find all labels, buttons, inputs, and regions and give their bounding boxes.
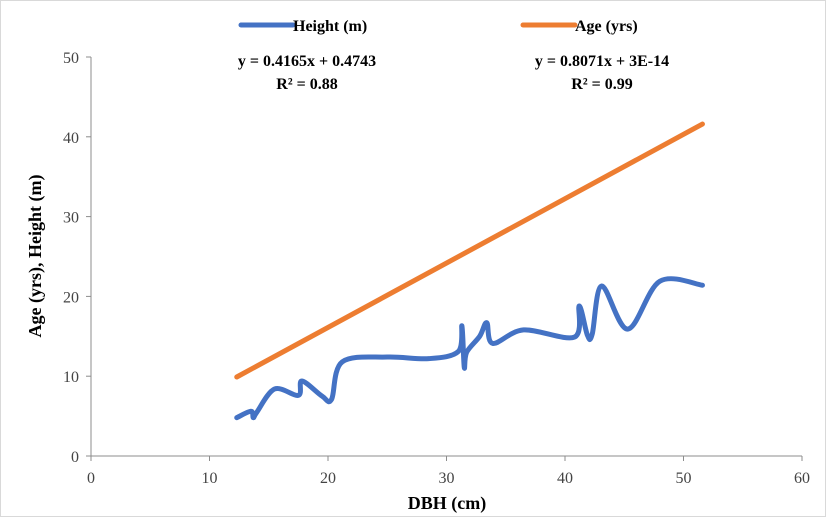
x-tick-label: 50 bbox=[676, 470, 692, 487]
x-tick-label: 30 bbox=[439, 470, 455, 487]
x-tick-label: 40 bbox=[557, 470, 573, 487]
x-axis-title: DBH (cm) bbox=[408, 493, 486, 514]
height-equation: y = 0.4165x + 0.4743 bbox=[238, 53, 376, 70]
y-tick-label: 50 bbox=[63, 50, 79, 67]
legend-label-height: Height (m) bbox=[293, 18, 367, 35]
series-layer bbox=[234, 121, 705, 421]
y-axis-title: Age (yrs), Height (m) bbox=[25, 175, 46, 338]
trendline-annotations: y = 0.4165x + 0.4743 R² = 0.88 y = 0.807… bbox=[238, 53, 669, 93]
age-series-line bbox=[234, 121, 705, 380]
height-series-line bbox=[234, 276, 705, 421]
x-tick-label: 20 bbox=[320, 470, 336, 487]
y-tick-label: 40 bbox=[63, 130, 79, 147]
age-equation: y = 0.8071x + 3E-14 bbox=[535, 53, 669, 70]
age-r2: R² = 0.99 bbox=[571, 76, 632, 93]
y-tick-label: 30 bbox=[63, 210, 79, 227]
y-tick-label: 20 bbox=[63, 289, 79, 306]
y-ticks: 0 10 20 30 40 50 bbox=[63, 50, 91, 466]
x-tick-label: 10 bbox=[202, 470, 218, 487]
y-tick-label: 10 bbox=[63, 369, 79, 386]
x-tick-label: 60 bbox=[794, 470, 810, 487]
height-r2: R² = 0.88 bbox=[276, 76, 337, 93]
legend-label-age: Age (yrs) bbox=[575, 18, 638, 35]
legend: Height (m) Age (yrs) bbox=[238, 18, 638, 35]
y-tick-label: 0 bbox=[71, 449, 79, 466]
x-ticks: 0 10 20 30 40 50 60 bbox=[87, 456, 810, 487]
x-tick-label: 0 bbox=[87, 470, 95, 487]
axes-layer: 0 10 20 30 40 50 60 0 10 20 30 40 50 bbox=[63, 50, 810, 487]
